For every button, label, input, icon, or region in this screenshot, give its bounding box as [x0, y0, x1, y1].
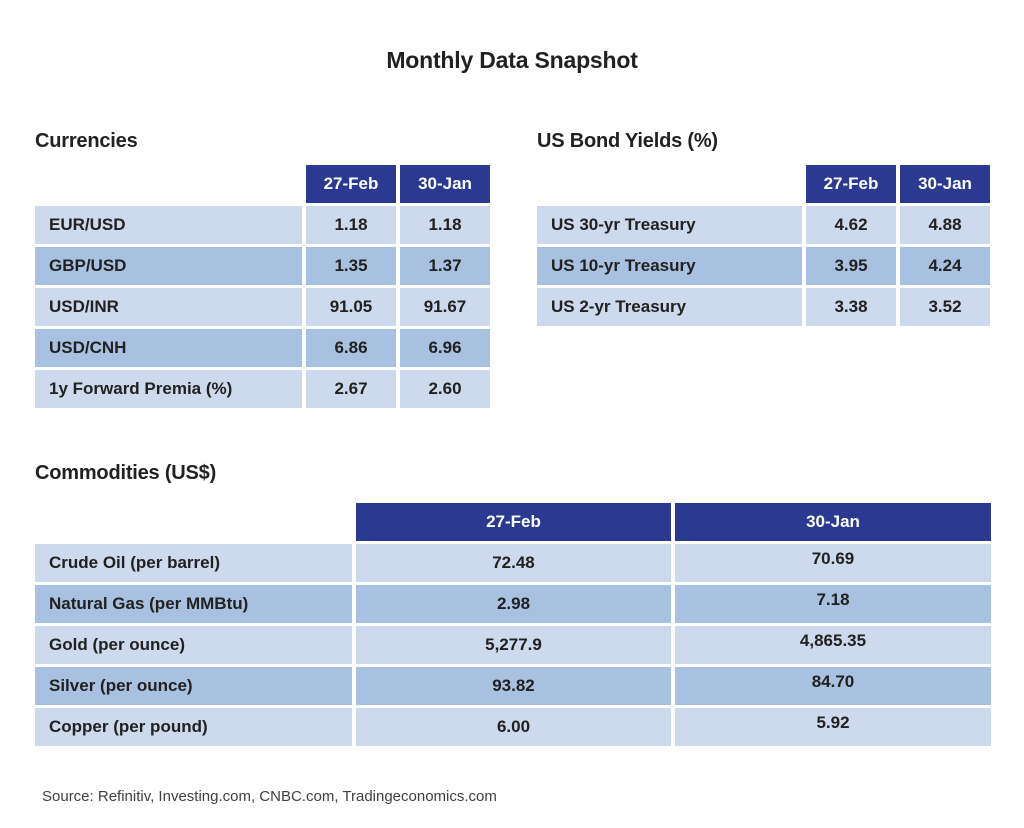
- bond-yields-value-jan: 3.52: [900, 288, 990, 326]
- currencies-value-jan: 1.18: [400, 206, 490, 244]
- commodities-row-label: Silver (per ounce): [35, 667, 352, 705]
- bond-yields-value-feb: 3.38: [806, 288, 896, 326]
- currencies-row-label: GBP/USD: [35, 247, 302, 285]
- currencies-value-jan: 1.37: [400, 247, 490, 285]
- currencies-row-label: 1y Forward Premia (%): [35, 370, 302, 408]
- bond-yields-value-jan: 4.88: [900, 206, 990, 244]
- currencies-value-feb: 1.35: [306, 247, 396, 285]
- currencies-col-header-jan: 30-Jan: [400, 165, 490, 203]
- commodities-value-jan: 5.92: [675, 708, 991, 746]
- bond-yields-row-label: US 10-yr Treasury: [537, 247, 802, 285]
- currencies-col-header-feb: 27-Feb: [306, 165, 396, 203]
- bond-yields-value-feb: 4.62: [806, 206, 896, 244]
- commodities-col-header-jan: 30-Jan: [675, 503, 991, 541]
- currencies-value-feb: 1.18: [306, 206, 396, 244]
- commodities-table: 27-Feb 30-Jan Crude Oil (per barrel) 72.…: [35, 503, 991, 746]
- commodities-value-feb: 5,277.9: [356, 626, 671, 664]
- currencies-value-feb: 2.67: [306, 370, 396, 408]
- currencies-heading: Currencies: [35, 130, 138, 152]
- bond-yields-heading: US Bond Yields (%): [537, 130, 718, 152]
- page-title: Monthly Data Snapshot: [386, 47, 638, 74]
- bond-yields-value-feb: 3.95: [806, 247, 896, 285]
- commodities-value-feb: 93.82: [356, 667, 671, 705]
- commodities-value-feb: 6.00: [356, 708, 671, 746]
- currencies-value-jan: 2.60: [400, 370, 490, 408]
- currencies-row-label: USD/INR: [35, 288, 302, 326]
- commodities-value-feb: 2.98: [356, 585, 671, 623]
- source-attribution: Source: Refinitiv, Investing.com, CNBC.c…: [42, 788, 497, 805]
- currencies-value-feb: 91.05: [306, 288, 396, 326]
- commodities-header-spacer: [35, 503, 352, 541]
- commodities-row-label: Gold (per ounce): [35, 626, 352, 664]
- bond-yields-row-label: US 2-yr Treasury: [537, 288, 802, 326]
- currencies-value-feb: 6.86: [306, 329, 396, 367]
- currencies-header-spacer: [35, 165, 302, 203]
- commodities-heading: Commodities (US$): [35, 462, 217, 484]
- commodities-row-label: Natural Gas (per MMBtu): [35, 585, 352, 623]
- commodities-value-jan: 70.69: [675, 544, 991, 582]
- bond-yields-col-header-feb: 27-Feb: [806, 165, 896, 203]
- commodities-row-label: Crude Oil (per barrel): [35, 544, 352, 582]
- commodities-value-feb: 72.48: [356, 544, 671, 582]
- currencies-value-jan: 91.67: [400, 288, 490, 326]
- currencies-row-label: USD/CNH: [35, 329, 302, 367]
- bond-yields-col-header-jan: 30-Jan: [900, 165, 990, 203]
- commodities-value-jan: 84.70: [675, 667, 991, 705]
- currencies-value-jan: 6.96: [400, 329, 490, 367]
- bond-yields-row-label: US 30-yr Treasury: [537, 206, 802, 244]
- bond-yields-header-spacer: [537, 165, 802, 203]
- commodities-col-header-feb: 27-Feb: [356, 503, 671, 541]
- bond-yields-value-jan: 4.24: [900, 247, 990, 285]
- commodities-row-label: Copper (per pound): [35, 708, 352, 746]
- bond-yields-table: 27-Feb 30-Jan US 30-yr Treasury 4.62 4.8…: [537, 165, 990, 326]
- currencies-row-label: EUR/USD: [35, 206, 302, 244]
- currencies-table: 27-Feb 30-Jan EUR/USD 1.18 1.18 GBP/USD …: [35, 165, 490, 408]
- commodities-value-jan: 4,865.35: [675, 626, 991, 664]
- commodities-value-jan: 7.18: [675, 585, 991, 623]
